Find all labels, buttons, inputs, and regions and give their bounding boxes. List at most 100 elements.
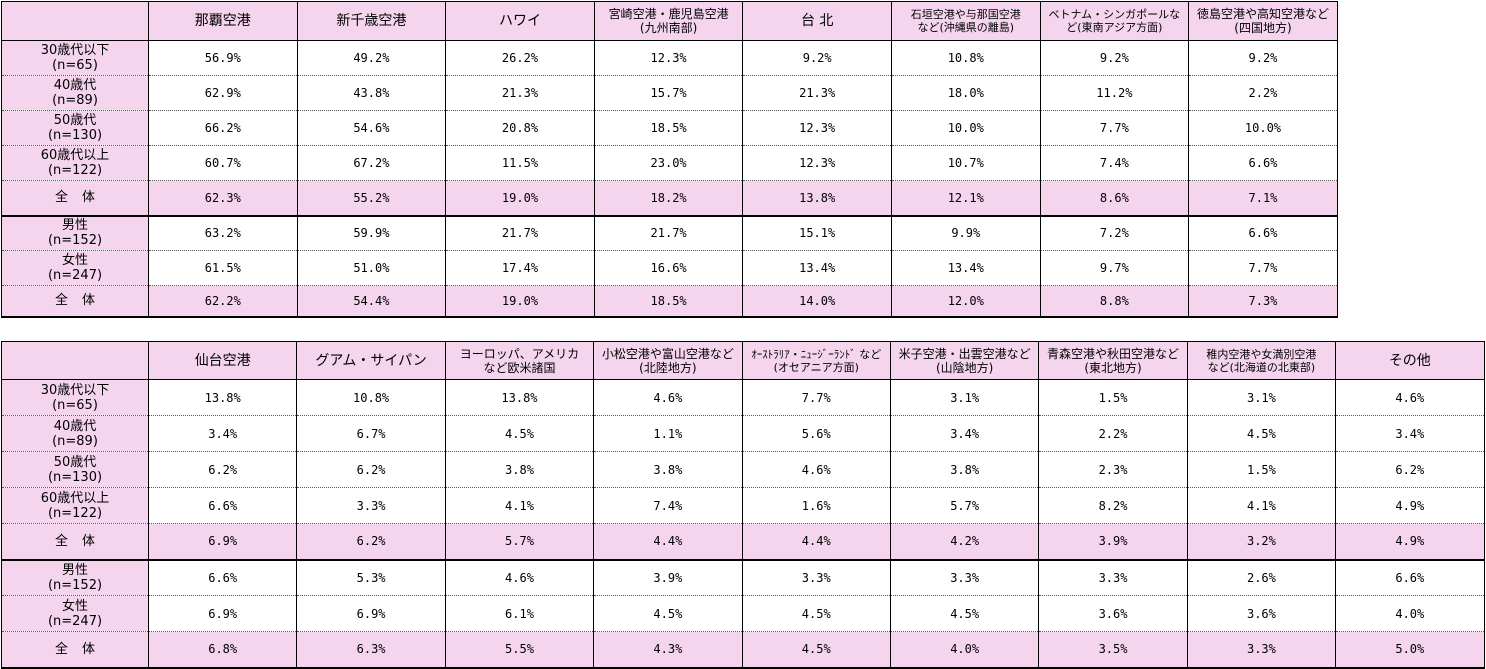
value-cell: 4.4%	[593, 523, 743, 560]
value-cell: 13.4%	[890, 250, 1041, 286]
table-row: 40歳代 (n=89) 62.9% 43.8% 21.3% 15.7% 21.3% 18.0%…	[1, 75, 1338, 111]
value-cell: 4.5%	[741, 631, 891, 669]
table-row: 40歳代 (n=89) 3.4% 6.7% 4.5% 1.1% 5.6% 3.4% 2.2% 4.…	[1, 415, 1485, 452]
value-cell: 4.1%	[444, 487, 595, 524]
value-cell: 3.8%	[444, 451, 595, 488]
value-cell: 6.9%	[147, 595, 298, 632]
value-cell: 9.2%	[742, 40, 892, 76]
header-row: 仙台空港 グアム・サイパン ヨーロッパ、アメリカ など欧米諸国 小松空港や富山空港など(…	[1, 341, 1485, 380]
value-cell: 6.2%	[296, 451, 446, 488]
value-cell: 17.4%	[445, 250, 595, 286]
value-cell: 3.8%	[593, 451, 743, 488]
value-cell: 3.1%	[1186, 379, 1337, 416]
value-cell: 54.6%	[296, 110, 447, 146]
value-cell: 13.4%	[742, 250, 892, 286]
column-header: その他	[1335, 341, 1485, 380]
row-label: 30歳代以下 (n=65)	[1, 40, 149, 76]
row-label: 全体	[1, 180, 149, 216]
value-cell: 6.6%	[1188, 145, 1338, 181]
value-cell: 18.5%	[593, 110, 744, 146]
value-cell: 13.8%	[147, 379, 298, 416]
column-header: 米子空港・出雲空港など (山陰地方)	[889, 341, 1040, 380]
value-cell: 21.7%	[445, 214, 595, 251]
total-row: 全体 6.8% 6.3% 5.5% 4.3% 4.5% 4.0% 3.5% 3.3% 5.0%	[1, 631, 1485, 669]
value-cell: 18.0%	[890, 75, 1041, 111]
value-cell: 18.5%	[593, 285, 744, 318]
value-cell: 4.5%	[593, 595, 743, 632]
value-cell: 4.0%	[1335, 595, 1485, 632]
value-cell: 6.6%	[1188, 214, 1338, 251]
value-cell: 8.2%	[1038, 487, 1188, 524]
column-header: 石垣空港や与那国空港 など(沖縄県の離島)	[890, 1, 1041, 41]
value-cell: 66.2%	[148, 110, 298, 146]
column-header: 青森空港や秋田空港など (東北地方)	[1038, 341, 1188, 380]
value-cell: 62.2%	[148, 285, 298, 318]
value-cell: 12.3%	[742, 110, 892, 146]
value-cell: 12.3%	[593, 40, 744, 76]
value-cell: 20.8%	[445, 110, 595, 146]
row-label: 女性 (n=247)	[1, 595, 149, 632]
corner-cell	[1, 1, 149, 41]
row-label: 男性 (n=152)	[1, 214, 149, 251]
value-cell: 3.4%	[1335, 415, 1485, 452]
value-cell: 12.3%	[742, 145, 892, 181]
table-row: 50歳代 (n=130) 66.2% 54.6% 20.8% 18.5% 12.3% 10.0…	[1, 110, 1338, 146]
value-cell: 9.2%	[1039, 40, 1190, 76]
row-label: 60歳代以上 (n=122)	[1, 487, 149, 524]
value-cell: 4.5%	[444, 415, 595, 452]
value-cell: 4.6%	[593, 379, 743, 416]
value-cell: 13.8%	[742, 180, 892, 216]
value-cell: 7.7%	[1188, 250, 1338, 286]
value-cell: 3.3%	[889, 558, 1040, 596]
value-cell: 18.2%	[593, 180, 744, 216]
value-cell: 4.6%	[741, 451, 891, 488]
value-cell: 10.8%	[296, 379, 446, 416]
value-cell: 19.0%	[445, 180, 595, 216]
total-row: 全体 62.3% 55.2% 19.0% 18.2% 13.8% 12.1% 8.6% 7.1%	[1, 180, 1338, 216]
value-cell: 5.3%	[296, 558, 446, 596]
value-cell: 12.0%	[890, 285, 1041, 318]
row-label: 60歳代以上 (n=122)	[1, 145, 149, 181]
row-label: 男性 (n=152)	[1, 558, 149, 596]
value-cell: 4.0%	[889, 631, 1040, 669]
column-header: ヨーロッパ、アメリカ など欧米諸国	[444, 341, 595, 380]
value-cell: 3.5%	[1038, 631, 1188, 669]
row-label: 50歳代 (n=130)	[1, 451, 149, 488]
value-cell: 4.1%	[1186, 487, 1337, 524]
value-cell: 7.4%	[593, 487, 743, 524]
value-cell: 3.4%	[147, 415, 298, 452]
row-label: 30歳代以下 (n=65)	[1, 379, 149, 416]
row-label: 全体	[1, 285, 149, 318]
column-header: 徳島空港や高知空港など (四国地方)	[1188, 1, 1338, 41]
table-destinations-2: 仙台空港 グアム・サイパン ヨーロッパ、アメリカ など欧米諸国 小松空港や富山空港など(…	[1, 341, 1485, 669]
total-row: 全体 62.2% 54.4% 19.0% 18.5% 14.0% 12.0% 8.8% 7.3%	[1, 285, 1338, 318]
value-cell: 12.1%	[890, 180, 1041, 216]
value-cell: 3.9%	[593, 558, 743, 596]
table-row: 60歳代以上 (n=122) 6.6% 3.3% 4.1% 7.4% 1.6% 5.7% 8.2…	[1, 487, 1485, 524]
value-cell: 4.5%	[741, 595, 891, 632]
value-cell: 4.6%	[1335, 379, 1485, 416]
column-header: 台 北	[742, 1, 892, 41]
value-cell: 5.7%	[444, 523, 595, 560]
value-cell: 3.3%	[741, 558, 891, 596]
column-header: ハワイ	[445, 1, 595, 41]
value-cell: 6.1%	[444, 595, 595, 632]
value-cell: 9.2%	[1188, 40, 1338, 76]
table-row: 男性 (n=152) 6.6% 5.3% 4.6% 3.9% 3.3% 3.3% 3.3% 2.6…	[1, 558, 1485, 596]
value-cell: 19.0%	[445, 285, 595, 318]
value-cell: 2.3%	[1038, 451, 1188, 488]
value-cell: 6.6%	[1335, 558, 1485, 596]
header-row: 那覇空港 新千歳空港 ハワイ 宮崎空港・鹿児島空港 (九州南部) 台 北石垣空港や与那国空…	[1, 1, 1338, 41]
value-cell: 21.3%	[445, 75, 595, 111]
value-cell: 56.9%	[148, 40, 298, 76]
value-cell: 6.2%	[296, 523, 446, 560]
value-cell: 54.4%	[296, 285, 447, 318]
value-cell: 3.3%	[296, 487, 446, 524]
value-cell: 6.9%	[147, 523, 298, 560]
value-cell: 62.9%	[148, 75, 298, 111]
value-cell: 4.6%	[444, 558, 595, 596]
value-cell: 8.8%	[1039, 285, 1190, 318]
value-cell: 3.1%	[889, 379, 1040, 416]
row-label: 女性 (n=247)	[1, 250, 149, 286]
row-label: 全体	[1, 523, 149, 560]
